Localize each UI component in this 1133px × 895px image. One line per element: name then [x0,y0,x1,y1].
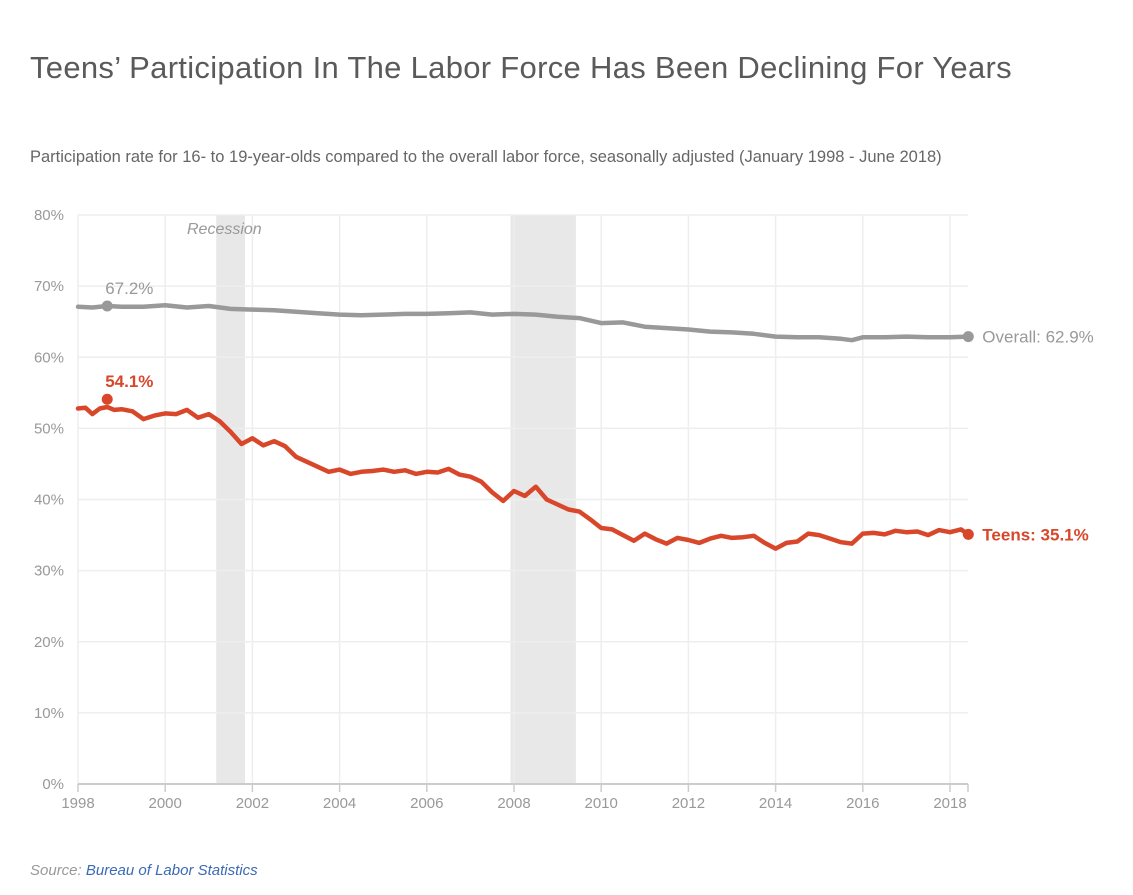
x-tick-label: 2004 [323,795,356,812]
source-link[interactable]: Bureau of Labor Statistics [85,862,258,879]
axes: 1998 2000 2002 2004 2006 2008 2010 2012 2014 2016… [61,783,969,812]
chart-subtitle: Participation rate for 16- to 19-year-ol… [30,148,942,166]
y-tick-label: 80% [34,207,64,224]
x-tick-label: 2002 [236,795,269,812]
x-tick-label: 2014 [759,795,792,812]
series-lines [75,300,974,551]
y-tick-label: 60% [34,349,64,366]
y-tick-label: 0% [42,776,64,793]
chart-title: Teens’ Participation In The Labor Force … [30,50,1012,85]
series-line-overall [75,303,971,343]
x-tick-label: 2000 [149,795,182,812]
peak-marker-overall [101,300,113,312]
x-tick-label: 2012 [672,795,705,812]
end-marker-teens [962,528,974,540]
x-tick-label: 2010 [585,795,618,812]
y-tick-label: 50% [34,420,64,437]
y-tick-label: 10% [34,705,64,722]
series-labels: 67.2% Overall: 62.9% 54.1% Teens: 35.1% [105,279,1094,544]
source-prefix: Source: [30,862,82,879]
x-tick-label: 1998 [61,795,94,812]
x-tick-label: 2016 [846,795,879,812]
y-tick-label: 70% [34,278,64,295]
end-label-overall: Overall: 62.9% [982,328,1094,347]
peak-label-overall: 67.2% [105,279,153,298]
series-line-teens [75,404,971,551]
end-marker-overall [962,331,974,343]
recession-label: Recession [187,221,262,238]
y-tick-label: 40% [34,492,64,509]
gridlines: 0% 10% 20% 30% 40% 50% 60% 70% 80% [34,207,968,793]
peak-marker-teens [101,393,113,405]
x-tick-label: 2008 [497,795,530,812]
peak-label-teens: 54.1% [105,372,153,391]
y-tick-label: 30% [34,563,64,580]
source-note: Source: Bureau of Labor Statistics [30,862,258,879]
y-tick-label: 20% [34,634,64,651]
x-tick-label: 2006 [410,795,443,812]
x-tick-label: 2018 [933,795,966,812]
end-label-teens: Teens: 35.1% [982,525,1088,544]
